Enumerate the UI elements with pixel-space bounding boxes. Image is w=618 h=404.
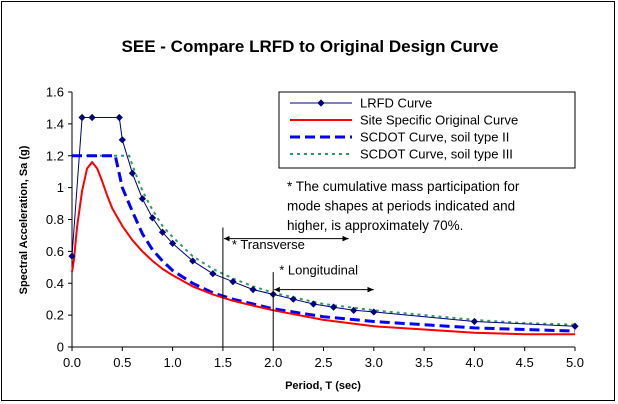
series-1 <box>71 161 575 336</box>
x-tick-label: 0.5 <box>113 355 131 370</box>
legend-entry: SCDOT Curve, soil type II <box>360 130 509 145</box>
x-tick-label: 5.0 <box>566 355 584 370</box>
data-point <box>78 113 86 122</box>
x-tick-label: 4.0 <box>465 355 483 370</box>
y-tick-label: 1 <box>57 180 64 195</box>
x-tick-label: 0.0 <box>63 355 81 370</box>
x-tick-label: 3.0 <box>365 355 383 370</box>
y-tick-label: 0.8 <box>46 212 64 227</box>
data-point <box>148 214 157 222</box>
annotations: * Transverse * Longitudinal <box>222 227 374 347</box>
data-point <box>189 257 197 265</box>
series-2 <box>72 154 576 333</box>
data-point <box>158 228 167 236</box>
data-point <box>88 113 96 122</box>
y-tick-label: 0.6 <box>46 244 64 259</box>
data-point <box>289 295 297 303</box>
y-tick-label: 0 <box>57 340 64 355</box>
transverse-label: * Transverse <box>232 237 305 252</box>
data-point <box>309 300 318 308</box>
series-line <box>71 117 576 327</box>
x-tick-label: 4.5 <box>516 355 534 370</box>
legend-entry: SCDOT Curve, soil type III <box>360 147 513 162</box>
data-point <box>128 169 136 177</box>
note-line: higher, is approximately 70%. <box>287 218 463 233</box>
note-line: mode shapes at periods indicated and <box>287 199 515 214</box>
data-point <box>329 303 338 311</box>
legend: LRFD Curve Site Specific Original Curve SC… <box>278 91 576 169</box>
chart-title: SEE - Compare LRFD to Original Design Cu… <box>122 37 499 56</box>
data-point <box>249 286 257 294</box>
y-tick-label: 1.6 <box>46 85 64 100</box>
y-tick-label: 0.2 <box>46 308 64 323</box>
y-tick-label: 0.4 <box>46 276 64 291</box>
longitudinal-label: * Longitudinal <box>279 262 358 277</box>
data-point <box>118 136 126 144</box>
data-point <box>350 306 358 314</box>
data-point <box>370 308 378 316</box>
x-tick-label: 3.5 <box>415 355 433 370</box>
x-tick-label: 2.5 <box>314 355 332 370</box>
x-tick-label: 1.5 <box>214 355 232 370</box>
x-tick-label: 2.0 <box>264 355 282 370</box>
y-tick-label: 1.4 <box>46 116 64 131</box>
data-point <box>209 270 217 278</box>
series-layer <box>68 113 579 336</box>
data-point <box>571 322 579 330</box>
data-point <box>68 252 76 260</box>
note-box: * The cumulative mass participation for m… <box>287 179 520 233</box>
y-axis-label: Spectral Acceleration, Sa (g) <box>18 145 30 294</box>
ticks: 0.0 0.5 1.0 1.5 2.0 2.5 3.0 3.5 4.0 4.5 5.0 0 0.2 0.4… <box>46 85 584 371</box>
data-point <box>470 317 478 326</box>
series-line <box>72 154 576 333</box>
series-0 <box>68 113 579 330</box>
data-point <box>229 278 237 286</box>
x-axis-label: Period, T (sec) <box>285 380 361 392</box>
data-point <box>115 113 123 122</box>
data-point <box>138 195 147 203</box>
legend-marker <box>317 99 325 107</box>
legend-entry: LRFD Curve <box>360 96 432 111</box>
series-line <box>71 161 575 336</box>
legend-entry: Site Specific Original Curve <box>360 113 518 128</box>
legend-box <box>278 91 576 169</box>
y-tick-label: 1.2 <box>46 148 64 163</box>
note-line: * The cumulative mass participation for <box>287 179 520 194</box>
data-point <box>169 239 177 248</box>
x-tick-label: 1.0 <box>164 355 182 370</box>
